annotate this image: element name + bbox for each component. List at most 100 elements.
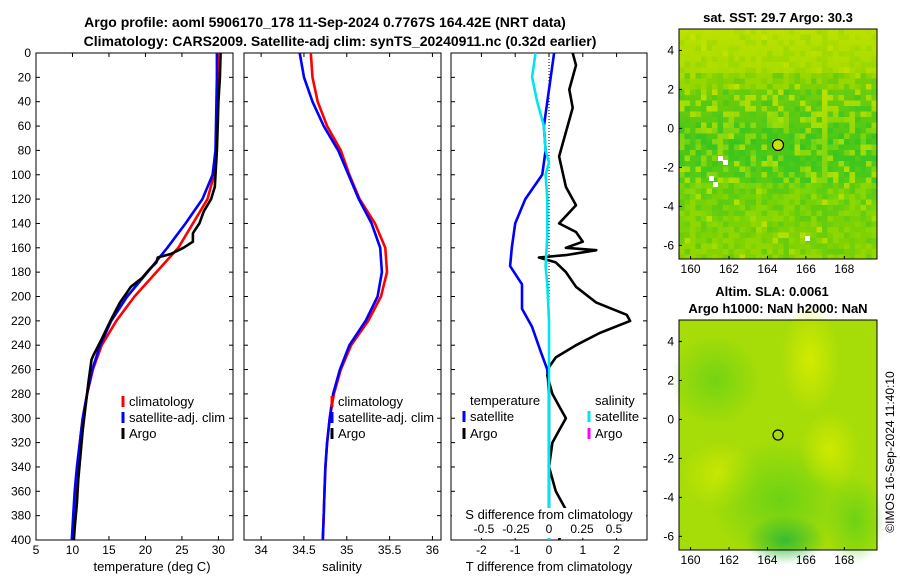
sst-cell: [695, 183, 701, 189]
sst-cell: [695, 227, 701, 233]
sst-cell: [734, 194, 740, 200]
sst-cell: [822, 249, 828, 255]
sst-cell: [684, 95, 690, 101]
sst-cell: [723, 254, 729, 259]
sst-cell: [816, 144, 822, 150]
sst-cell: [778, 243, 784, 249]
sst-cell: [844, 188, 850, 194]
sst-cell: [772, 188, 778, 194]
sst-cell: [761, 254, 767, 259]
sst-cell: [827, 62, 833, 68]
sst-cell: [871, 51, 877, 57]
sst-cell: [690, 161, 696, 167]
map-x-tick-label: 168: [834, 262, 854, 276]
legend-label-sal-argo: Argo: [595, 426, 622, 441]
sst-cell: [800, 210, 806, 216]
sst-cell: [679, 67, 685, 73]
series-line-argo: [72, 53, 222, 540]
depth-tick-label: 400: [11, 533, 31, 547]
sst-cell: [866, 172, 872, 178]
sst-cell: [717, 34, 723, 40]
depth-tick-label: 280: [11, 387, 31, 401]
sst-cell: [745, 221, 751, 227]
sst-cell: [750, 194, 756, 200]
sst-cell: [849, 221, 855, 227]
sst-cell: [684, 67, 690, 73]
sst-cell: [756, 78, 762, 84]
sst-cell: [783, 133, 789, 139]
sst-cell: [706, 139, 712, 145]
sst-cell: [690, 106, 696, 112]
sst-cell: [789, 199, 795, 205]
sst-cell: [860, 106, 866, 112]
sst-cell: [756, 227, 762, 233]
sst-cell: [805, 73, 811, 79]
sst-cell: [789, 45, 795, 51]
legend-label-climatology: climatology: [338, 394, 404, 409]
sst-cell: [816, 232, 822, 238]
sst-cell: [844, 40, 850, 46]
sst-cell: [772, 216, 778, 222]
sst-cell: [783, 34, 789, 40]
sst-cell: [712, 249, 718, 255]
sst-cell: [833, 166, 839, 172]
sst-cell: [712, 188, 718, 194]
sst-cell: [679, 243, 685, 249]
sst-cell: [811, 166, 817, 172]
sst-cell: [750, 155, 756, 161]
sst-cell: [690, 62, 696, 68]
sst-cell: [855, 155, 861, 161]
sst-cell: [789, 188, 795, 194]
depth-tick-label: 320: [11, 436, 31, 450]
sst-cell: [761, 172, 767, 178]
sst-cell: [684, 73, 690, 79]
sst-cell: [805, 62, 811, 68]
sst-cell: [756, 144, 762, 150]
sst-cell: [871, 243, 877, 249]
sst-cell: [783, 238, 789, 244]
sst-cell: [701, 111, 707, 117]
sst-cell: [701, 210, 707, 216]
sst-cell: [844, 67, 850, 73]
sst-cell: [739, 122, 745, 128]
sst-cell: [860, 67, 866, 73]
sst-cell: [712, 133, 718, 139]
sst-cell: [728, 254, 734, 259]
sst-cell: [761, 216, 767, 222]
sla-map-frame: [678, 319, 878, 551]
sst-cell: [844, 183, 850, 189]
sst-cell: [728, 221, 734, 227]
sst-cell: [712, 117, 718, 123]
sst-cell: [866, 161, 872, 167]
sst-cell: [866, 51, 872, 57]
sst-cell: [811, 133, 817, 139]
sst-cell: [811, 29, 817, 35]
sst-cell: [800, 128, 806, 134]
sst-cell: [723, 117, 729, 123]
sst-cell: [728, 133, 734, 139]
sst-cell: [800, 249, 806, 255]
sst-cell: [739, 254, 745, 259]
sst-cell: [789, 216, 795, 222]
sst-cell: [805, 210, 811, 216]
sst-cell: [717, 150, 723, 156]
sst-cell: [844, 73, 850, 79]
sst-cell: [756, 166, 762, 172]
sst-cell: [761, 243, 767, 249]
sst-cell: [761, 56, 767, 62]
sst-cell: [855, 84, 861, 90]
sst-cell: [679, 84, 685, 90]
salinity-legend: climatology satellite-adj. clim Argo: [330, 394, 434, 441]
sst-cell: [871, 150, 877, 156]
sst-cell: [805, 232, 811, 238]
sst-cell: [706, 84, 712, 90]
sst-cell: [838, 56, 844, 62]
sst-cell: [712, 155, 718, 161]
sst-cell: [778, 100, 784, 106]
sst-cell: [717, 133, 723, 139]
sst-cell: [772, 106, 778, 112]
difference-lines: [508, 53, 632, 540]
sst-cell: [761, 139, 767, 145]
sst-cell: [695, 117, 701, 123]
sst-cell: [684, 29, 690, 35]
